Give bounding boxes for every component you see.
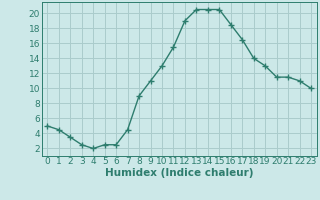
X-axis label: Humidex (Indice chaleur): Humidex (Indice chaleur) [105,168,253,178]
